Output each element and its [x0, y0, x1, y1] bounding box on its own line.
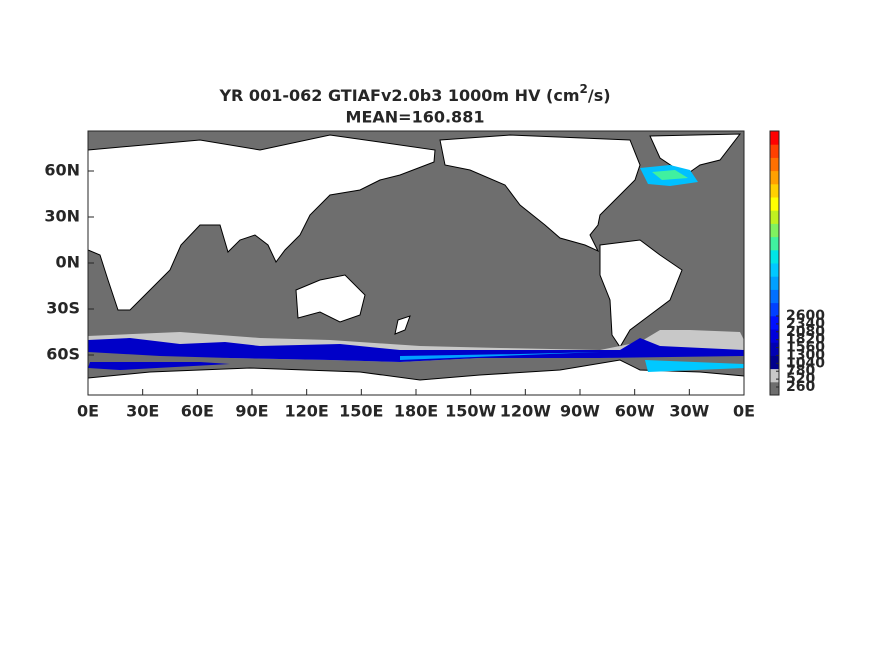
colorbar-tick-label: 780: [786, 363, 815, 379]
colorbar-segment: [770, 263, 779, 277]
y-tick-label: 60S: [46, 345, 80, 364]
colorbar-segment: [770, 197, 779, 211]
colorbar-tick-label: 2340: [786, 316, 825, 332]
colorbar-tick-label: 1300: [786, 347, 825, 363]
colorbar-segment: [770, 183, 779, 198]
colorbar-segment: [770, 236, 779, 251]
colorbar-segment: [770, 249, 779, 264]
colorbar-frame: [769, 130, 780, 396]
colorbar-tick-label: 520: [786, 371, 815, 387]
x-tick-label: 30E: [126, 402, 159, 421]
title: YR 001-062 GTIAFv2.0b3 1000m HV (cm2/s): [218, 82, 610, 105]
colorbar-segment: [770, 355, 779, 370]
title-superscript: 2: [579, 82, 587, 96]
y-tick-label: 30N: [44, 207, 80, 226]
colorbar-segment: [770, 210, 779, 224]
colorbar-segment: [770, 302, 779, 317]
x-tick-label: 90W: [560, 402, 600, 421]
x-tick-label: 90E: [235, 402, 268, 421]
x-tick-label: 120W: [500, 402, 551, 421]
x-tick-label: 180E: [394, 402, 438, 421]
map: [87, 130, 745, 396]
x-tick-label: 120E: [285, 402, 329, 421]
title-text-end: /s): [588, 86, 611, 105]
colorbar-segment: [770, 315, 779, 330]
colorbar-segment: [770, 368, 779, 383]
colorbar-segment: [770, 329, 779, 343]
colorbar-segment: [770, 223, 779, 238]
colorbar-tick-label: 260: [786, 379, 815, 395]
x-tick-label: 0E: [733, 402, 755, 421]
colorbar-segment: [770, 381, 779, 396]
colorbar-tick-label: 1820: [786, 332, 825, 348]
x-tick-label: 60E: [181, 402, 214, 421]
title-text: YR 001-062 GTIAFv2.0b3 1000m HV (cm: [218, 86, 579, 105]
colorbar-segment: [770, 170, 779, 185]
colorbar-tick-label: 2600: [786, 308, 825, 324]
x-tick-label: 30W: [669, 402, 709, 421]
x-tick-label: 150E: [339, 402, 383, 421]
y-tick-label: 60N: [44, 161, 80, 180]
y-tick-label: 0N: [55, 253, 80, 272]
colorbar-tick-label: 1560: [786, 340, 825, 356]
colorbar-segment: [770, 131, 779, 145]
colorbar-tick-label: 1040: [786, 355, 825, 371]
x-tick-label: 150W: [445, 402, 496, 421]
colorbar-segment: [770, 342, 779, 356]
colorbar-segment: [770, 289, 779, 304]
subtitle: MEAN=160.881: [346, 108, 485, 127]
colorbar-segment: [770, 144, 779, 158]
land: [87, 133, 745, 396]
y-tick-label: 30S: [46, 299, 80, 318]
colorbar-segment: [770, 157, 779, 172]
x-tick-label: 0E: [77, 402, 99, 421]
high-diffusivity: [88, 165, 744, 372]
x-tick-label: 60W: [615, 402, 655, 421]
colorbar-segment: [770, 276, 779, 290]
colorbar-tick-label: 2080: [786, 324, 825, 340]
